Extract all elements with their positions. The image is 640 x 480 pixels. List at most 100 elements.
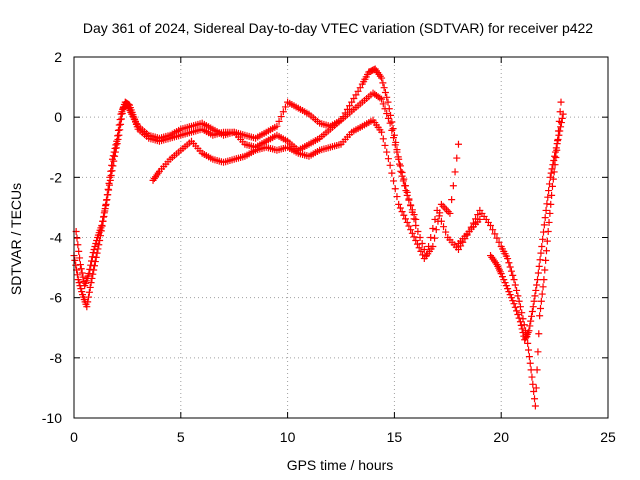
data-point: [379, 135, 387, 143]
data-point: [538, 290, 546, 298]
data-point: [545, 187, 553, 195]
data-point: [449, 182, 457, 190]
data-point: [541, 214, 549, 222]
data-point: [74, 276, 82, 284]
data-point: [501, 279, 509, 287]
tick-labels: 0 5 10 15 20 25 -10 -8 -6 -4 -2 0 2: [42, 49, 616, 445]
data-point: [111, 152, 119, 160]
data-point: [448, 196, 456, 204]
data-point: [393, 193, 401, 201]
data-point: [115, 131, 123, 139]
data-point: [91, 243, 99, 251]
data-point: [400, 211, 408, 219]
data-point: [432, 226, 440, 234]
data-point: [451, 168, 459, 176]
data-point: [540, 221, 548, 229]
data-point: [531, 395, 539, 403]
data-point: [469, 219, 477, 227]
data-point: [384, 155, 392, 163]
data-point: [379, 100, 387, 108]
data-point: [114, 135, 122, 143]
x-tick-label: 15: [387, 429, 403, 445]
data-point: [514, 292, 522, 300]
data-point: [535, 262, 543, 270]
data-point: [547, 169, 555, 177]
data-point: [551, 148, 559, 156]
data-point: [427, 234, 435, 241]
data-point: [75, 279, 83, 287]
data-point: [414, 227, 422, 235]
data-point: [418, 240, 426, 248]
data-point: [86, 265, 94, 273]
data-point: [542, 206, 550, 214]
data-point: [510, 300, 518, 308]
data-point: [559, 110, 567, 118]
data-point: [75, 247, 83, 255]
data-point: [540, 276, 548, 284]
data-point: [407, 202, 415, 210]
data-point: [489, 226, 497, 234]
data-point: [403, 188, 411, 196]
data-point: [74, 241, 82, 249]
data-point: [83, 303, 91, 311]
data-point: [558, 114, 566, 122]
data-point: [281, 103, 289, 111]
data-point: [388, 118, 396, 126]
data-point: [529, 303, 537, 311]
data-point: [277, 113, 285, 121]
data-point: [89, 249, 97, 257]
data-point: [396, 204, 404, 212]
data-point: [502, 282, 510, 290]
data-point: [467, 223, 475, 231]
data-point: [446, 209, 454, 217]
data-point: [388, 169, 396, 177]
data-point: [509, 271, 517, 279]
data-point: [109, 162, 117, 170]
data-point: [527, 366, 535, 374]
data-point: [390, 134, 398, 142]
data-point: [71, 256, 79, 264]
data-point: [476, 215, 484, 223]
series-track-e: [487, 110, 567, 344]
data-point: [495, 238, 503, 246]
data-point: [412, 237, 420, 245]
data-point: [549, 161, 557, 169]
data-point: [506, 263, 514, 271]
data-point: [556, 127, 564, 135]
data-point: [516, 318, 524, 326]
data-point: [378, 95, 386, 103]
data-point: [383, 93, 391, 101]
data-point: [384, 98, 392, 106]
data-point: [526, 359, 534, 367]
data-point: [520, 321, 528, 329]
data-point: [539, 235, 547, 243]
data-point: [415, 244, 423, 252]
data-point: [534, 276, 542, 284]
data-point: [553, 140, 561, 148]
data-point: [402, 215, 410, 223]
data-point: [93, 237, 101, 245]
data-point: [516, 303, 524, 311]
data-point: [346, 102, 354, 110]
data-point: [538, 243, 546, 251]
y-tick-label: -8: [50, 350, 63, 366]
data-point: [524, 339, 532, 347]
data-point: [491, 230, 499, 238]
data-point: [509, 297, 517, 305]
data-point: [536, 256, 544, 264]
data-point: [533, 281, 541, 289]
data-point: [72, 261, 80, 269]
data-point: [104, 191, 112, 199]
data-point: [101, 205, 109, 213]
data-point: [534, 348, 542, 356]
data-point: [88, 257, 96, 265]
data-point: [505, 288, 513, 296]
data-point: [354, 87, 362, 95]
data-point: [530, 388, 538, 396]
data-point: [551, 152, 559, 160]
data-point: [103, 196, 111, 204]
data-point: [535, 330, 543, 338]
data-point: [539, 228, 547, 236]
data-point: [419, 251, 427, 259]
